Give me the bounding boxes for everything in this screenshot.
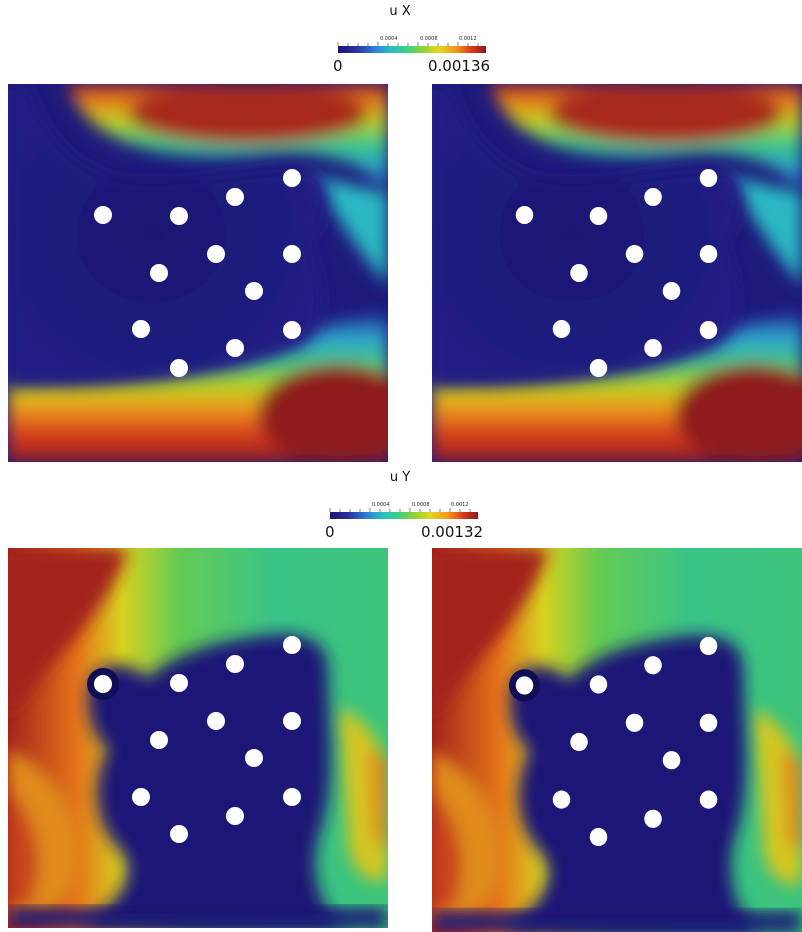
colorbar-ticks	[329, 508, 471, 512]
colorbar-u-x: 0.0004 0.0008 0.0012	[337, 36, 486, 53]
hole-markers	[515, 636, 718, 847]
colorbar-u-y: 0.0004 0.0008 0.0012	[329, 502, 478, 519]
colorbar-tick-label: 0.0008	[412, 502, 430, 508]
hole-markers	[515, 169, 718, 377]
hole-markers	[94, 636, 301, 843]
colorbar-tick-label: 0.0012	[451, 502, 469, 508]
title-u-y: u Y	[389, 470, 411, 485]
hole-markers	[94, 169, 301, 377]
colorbar-tick-label: 0.0008	[420, 36, 438, 42]
colorbar-gradient	[338, 46, 486, 53]
colorbar-max-label: 0.00136	[428, 57, 491, 75]
field-panel-u-x-left	[8, 84, 388, 462]
title-u-x: u X	[389, 4, 411, 19]
colorbar-gradient	[330, 512, 478, 519]
colorbar-tick-label: 0.0012	[459, 36, 477, 42]
colorbar-min-label: 0	[333, 57, 343, 75]
colorbar-ticks	[337, 42, 479, 46]
field-panel-u-x-right	[432, 84, 802, 462]
colorbar-max-label: 0.00132	[421, 523, 484, 541]
field-panel-u-y-right	[432, 548, 802, 932]
colorbar-tick-label: 0.0004	[372, 502, 390, 508]
colorbar-min-label: 0	[325, 523, 335, 541]
field-panel-u-y-left	[8, 548, 388, 928]
colorbar-tick-label: 0.0004	[380, 36, 398, 42]
